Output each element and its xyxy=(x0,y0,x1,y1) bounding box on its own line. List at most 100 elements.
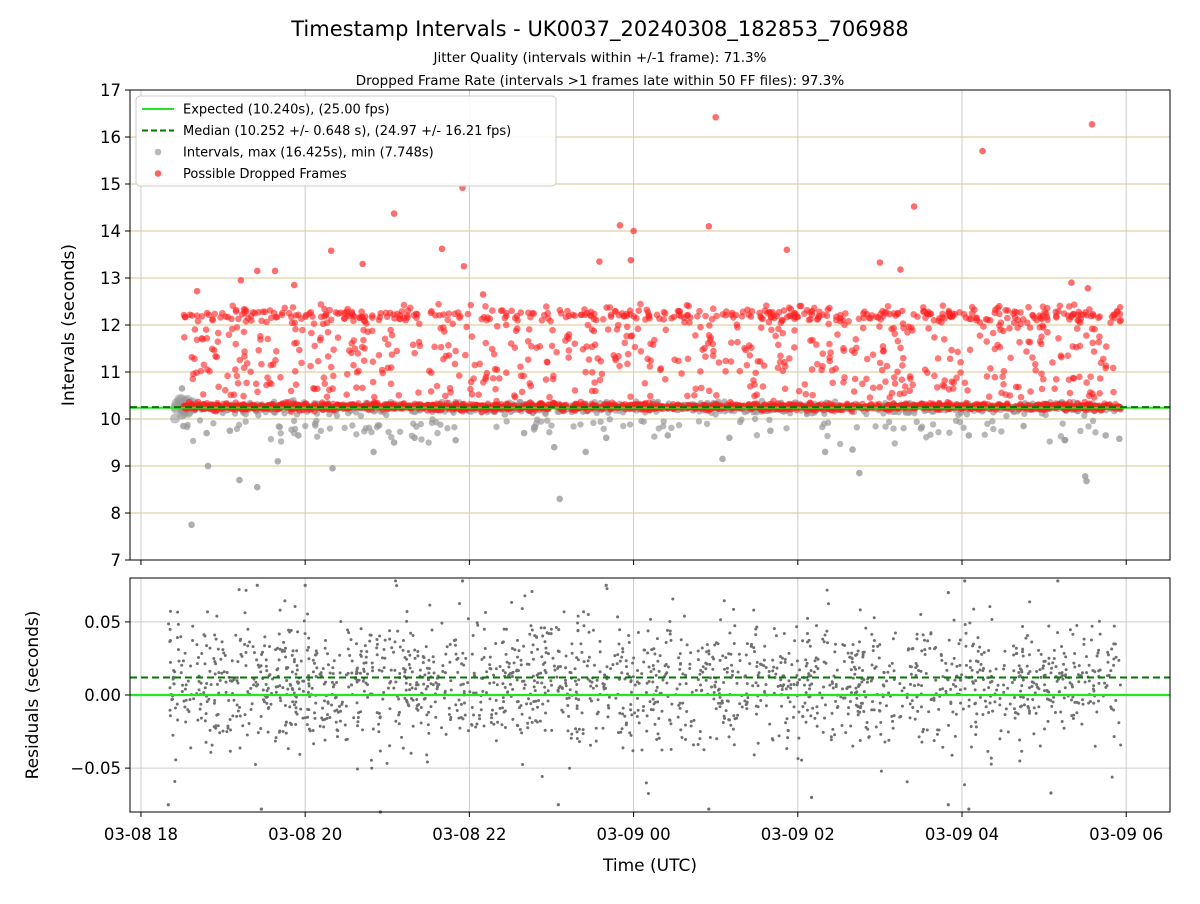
legend-label: Expected (10.240s), (25.00 fps) xyxy=(183,103,390,118)
residual-point xyxy=(214,672,217,675)
dropped-frame-point xyxy=(870,351,877,358)
dropped-frame-point xyxy=(992,374,999,381)
residual-point xyxy=(370,634,373,637)
residual-point xyxy=(642,709,645,712)
residual-point xyxy=(964,687,967,690)
residual-point xyxy=(481,690,484,693)
chart-subtitle-dropped: Dropped Frame Rate (intervals >1 frames … xyxy=(356,73,845,89)
residual-point xyxy=(249,687,252,690)
residual-point xyxy=(582,624,585,627)
residual-point xyxy=(629,703,632,706)
residual-point xyxy=(652,647,655,650)
dropped-frame-point xyxy=(709,316,716,323)
residual-point xyxy=(543,626,546,629)
residual-point xyxy=(1059,711,1062,714)
residual-point xyxy=(983,651,986,654)
interval-point xyxy=(719,456,726,463)
residual-point xyxy=(1002,691,1005,694)
dropped-frame-point xyxy=(900,355,907,362)
residual-point xyxy=(576,730,579,733)
residual-point xyxy=(797,710,800,713)
residual-point xyxy=(870,679,873,682)
residual-point xyxy=(676,687,679,690)
interval-point xyxy=(397,429,403,435)
dropped-frame-point xyxy=(969,310,976,317)
dropped-frame-point xyxy=(684,393,691,400)
residual-point xyxy=(807,672,810,675)
dropped-frame-point xyxy=(1025,304,1032,311)
residual-point xyxy=(284,704,287,707)
residual-point xyxy=(544,729,547,732)
residual-point xyxy=(864,627,867,630)
residual-point xyxy=(883,671,886,674)
residual-point xyxy=(605,665,608,668)
residual-point xyxy=(988,605,991,608)
dropped-frame-point xyxy=(1055,308,1062,315)
residual-point xyxy=(402,747,405,750)
residual-point xyxy=(862,710,865,713)
residual-point xyxy=(780,705,783,708)
residual-point xyxy=(883,741,886,744)
dropped-frame-point xyxy=(431,344,438,351)
residual-point xyxy=(764,683,767,686)
residual-point xyxy=(876,645,879,648)
dropped-frame-point xyxy=(829,379,836,386)
residual-point xyxy=(411,686,414,689)
residual-point xyxy=(376,653,379,656)
residual-point xyxy=(909,702,912,705)
dropped-frame-point xyxy=(617,222,624,229)
dropped-frame-point xyxy=(258,361,265,368)
residual-point xyxy=(210,683,213,686)
residual-point xyxy=(408,654,411,657)
dropped-frame-point xyxy=(228,316,235,323)
interval-point xyxy=(277,430,283,436)
dropped-frame-point xyxy=(1055,335,1062,342)
dropped-frame-point xyxy=(946,386,953,393)
residual-point xyxy=(257,731,260,734)
dropped-frame-point xyxy=(986,393,993,400)
interval-point xyxy=(651,433,657,439)
residual-point xyxy=(793,683,796,686)
residual-point xyxy=(634,683,637,686)
dropped-frame-point xyxy=(702,353,709,360)
dropped-frame-point xyxy=(315,358,322,365)
residual-point xyxy=(950,662,953,665)
residual-point xyxy=(252,683,255,686)
residual-point xyxy=(1038,668,1041,671)
residual-point xyxy=(348,654,351,657)
residual-point xyxy=(388,707,391,710)
dropped-frame-point xyxy=(941,336,948,343)
dropped-frame-point xyxy=(758,324,765,331)
residual-point xyxy=(481,658,484,661)
residual-point xyxy=(570,642,573,645)
dropped-frame-point xyxy=(953,374,960,381)
residual-point xyxy=(796,757,799,760)
interval-point xyxy=(620,423,626,429)
residual-point xyxy=(530,590,533,593)
dropped-frame-point xyxy=(685,303,692,310)
residual-point xyxy=(649,618,652,621)
residual-point xyxy=(832,686,835,689)
residual-point xyxy=(976,671,979,674)
residual-point xyxy=(984,700,987,703)
residual-point xyxy=(852,643,855,646)
residual-point xyxy=(704,667,707,670)
residual-point xyxy=(543,686,546,689)
residual-point xyxy=(294,711,297,714)
residual-point xyxy=(339,720,342,723)
residual-point xyxy=(536,720,539,723)
dropped-frame-point xyxy=(807,309,814,316)
dropped-frame-point xyxy=(1069,343,1076,350)
dropped-frame-point xyxy=(209,317,216,324)
dropped-frame-point xyxy=(582,369,589,376)
residual-point xyxy=(886,671,889,674)
residual-point xyxy=(910,665,913,668)
residual-point xyxy=(281,686,284,689)
dropped-frame-point xyxy=(925,325,932,332)
dropped-frame-point xyxy=(413,311,420,318)
interval-point xyxy=(930,421,936,427)
residual-point xyxy=(1022,655,1025,658)
residual-point xyxy=(853,666,856,669)
dropped-frame-point xyxy=(635,307,642,314)
